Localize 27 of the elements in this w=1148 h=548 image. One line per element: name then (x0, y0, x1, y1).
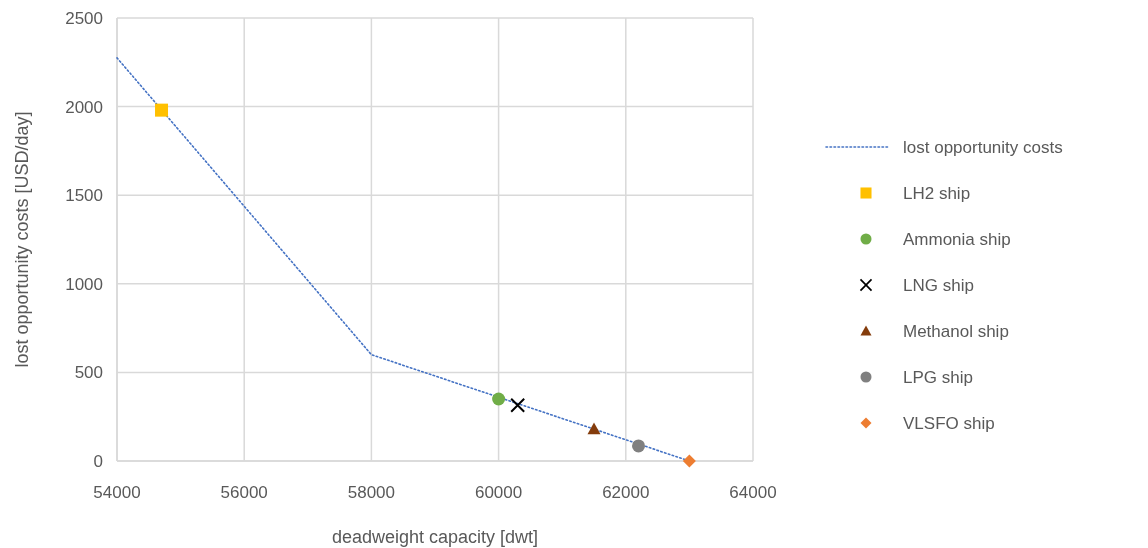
point (492, 392, 506, 406)
x-axis-title: deadweight capacity [dwt] (331, 527, 539, 547)
y-tick-label: 2000 (65, 97, 103, 117)
y-tick-label: 500 (74, 363, 103, 383)
legend-label: lost opportunity costs (903, 138, 1063, 157)
point (587, 422, 601, 435)
x-tick-label: 54000 (93, 483, 141, 502)
point (510, 397, 526, 413)
legend-label: Ammonia ship (903, 230, 1011, 249)
y-tick-label: 2500 (65, 9, 103, 28)
y-tick-label: 1000 (65, 274, 103, 294)
x-tick-label: 62000 (602, 483, 650, 502)
point (682, 454, 696, 468)
point (155, 103, 169, 117)
legend-label: LH2 ship (903, 184, 971, 203)
legend-label: VLSFO ship (903, 414, 995, 433)
x-tick-label: 58000 (347, 483, 396, 502)
x-tick-label: 64000 (729, 483, 777, 502)
x-tick-label: 56000 (220, 483, 268, 502)
legend-label: LPG ship (903, 368, 973, 387)
y-axis-title: lost opportunity costs [USD/day] (12, 111, 32, 368)
point (632, 439, 646, 453)
x-tick-label: 60000 (474, 483, 523, 502)
legend-label: LNG ship (903, 276, 974, 295)
y-tick-label: 1500 (65, 186, 103, 206)
legend-label: Methanol ship (903, 322, 1009, 341)
y-tick-label: 0 (93, 452, 103, 471)
